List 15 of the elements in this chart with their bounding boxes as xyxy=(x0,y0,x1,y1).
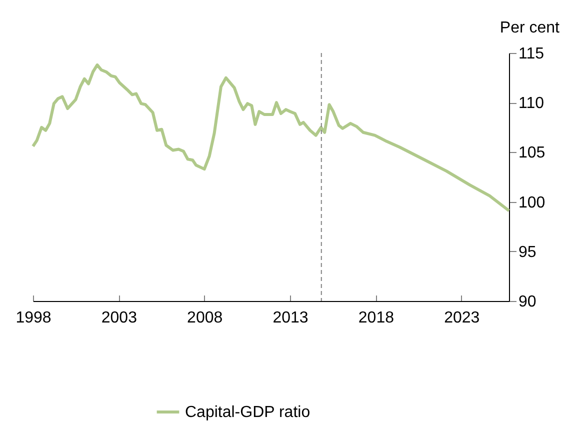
x-tick-label: 2008 xyxy=(187,310,223,326)
x-tick-label: 2023 xyxy=(444,310,480,326)
y-tick-label: 110 xyxy=(518,95,544,112)
line-series xyxy=(32,63,510,212)
x-tick-label: 1998 xyxy=(16,310,52,326)
y-tick-label: 105 xyxy=(518,144,546,162)
x-tick-label: 2013 xyxy=(272,310,308,326)
legend-label: Capital-GDP ratio xyxy=(185,404,310,421)
x-tick-label: 2018 xyxy=(358,310,394,326)
y-tick-label: 115 xyxy=(518,46,544,62)
x-tick-label: 2003 xyxy=(101,310,138,326)
y-axis-title: Per cent xyxy=(500,20,560,36)
y-tick-label: 100 xyxy=(518,194,546,212)
y-tick-label: 95 xyxy=(518,244,536,261)
y-tick-label: 90 xyxy=(518,294,536,310)
